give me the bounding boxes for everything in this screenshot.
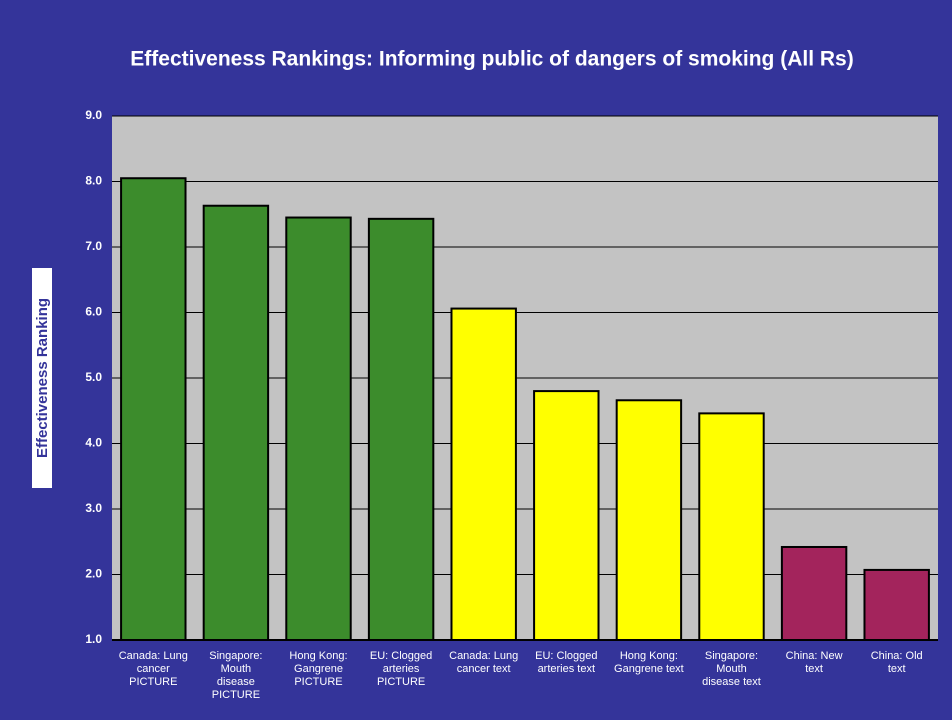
bar [202, 204, 270, 642]
y-tick-label: 5.0 [85, 370, 102, 384]
y-label-box [32, 268, 52, 488]
x-tick-label: Singapore: Mouth disease PICTURE [209, 650, 263, 701]
y-tick-label: 6.0 [85, 305, 102, 319]
y-tick-label: 7.0 [85, 239, 102, 253]
x-tick-label: Hong Kong: Gangrene PICTURE [289, 650, 348, 688]
bar [533, 390, 600, 641]
bar [780, 545, 848, 641]
y-tick-label: 8.0 [85, 174, 102, 188]
bar [450, 307, 517, 641]
x-tick-label: Singapore: Mouth disease text [702, 650, 761, 688]
x-tick-label: Canada: Lung cancer text [449, 650, 519, 675]
chart-title: Effectiveness Rankings: Informing public… [130, 48, 853, 71]
x-tick-label: EU: Clogged arteries PICTURE [369, 650, 433, 688]
bar [120, 177, 187, 641]
x-tick-label: Canada: Lung cancer PICTURE [118, 650, 188, 688]
x-tick-label: Hong Kong: Gangrene text [614, 650, 684, 675]
y-tick-label: 1.0 [85, 632, 102, 646]
y-tick-label: 2.0 [85, 567, 102, 581]
bar [285, 216, 352, 641]
bar [367, 217, 435, 642]
bar [698, 412, 765, 641]
y-tick-label: 3.0 [85, 501, 102, 515]
x-tick-label: China: New text [785, 650, 843, 675]
y-tick-label: 9.0 [85, 108, 102, 122]
bar [863, 568, 930, 641]
x-tick-label: China: Old text [870, 650, 923, 675]
y-tick-label: 4.0 [85, 436, 102, 450]
bar [615, 399, 683, 641]
x-tick-label: EU: Clogged arteries text [535, 650, 598, 675]
y-axis-label: Effectiveness Ranking [34, 298, 51, 458]
y-label-group: Effectiveness Ranking [32, 268, 52, 488]
